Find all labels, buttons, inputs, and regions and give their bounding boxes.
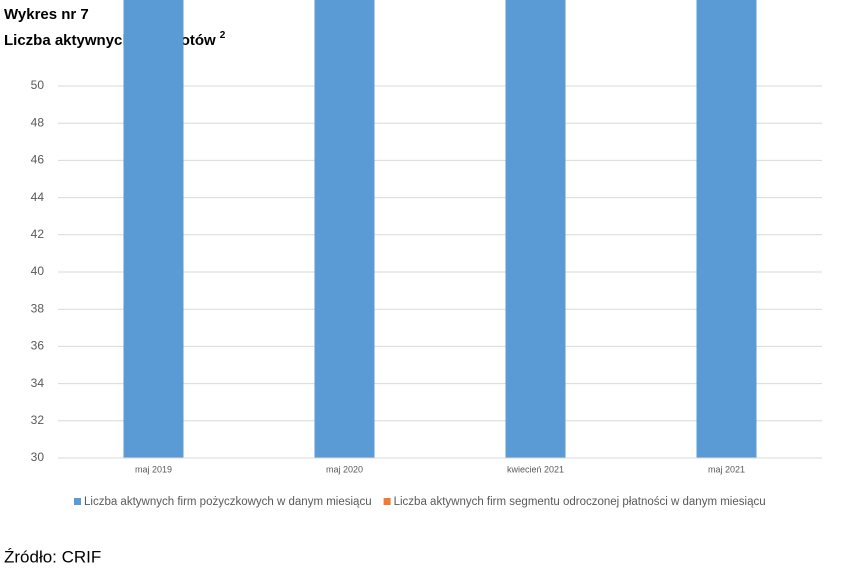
x-tick-label: maj 2021 (708, 464, 745, 474)
subtitle-sup: 2 (220, 30, 226, 41)
y-tick-label: 34 (31, 376, 45, 390)
legend-label: Liczba aktywnych firm pożyczkowych w dan… (84, 496, 372, 508)
y-tick-label: 44 (31, 190, 45, 204)
legend-swatch (383, 498, 391, 505)
chart-title: Wykres nr 7 (4, 6, 89, 23)
bar (505, 0, 566, 458)
y-tick-label: 48 (31, 115, 45, 129)
chart-subtitle: Liczba aktywnych podmiotów 2 (4, 30, 226, 49)
y-tick-label: 46 (31, 153, 45, 167)
x-tick-label: kwiecień 2021 (507, 464, 564, 474)
legend: Liczba aktywnych firm pożyczkowych w dan… (74, 496, 766, 508)
y-tick-label: 32 (31, 413, 45, 427)
y-tick-label: 36 (31, 339, 45, 353)
legend-swatch (74, 498, 81, 505)
x-tick-label: maj 2020 (326, 464, 363, 474)
bar (123, 0, 184, 458)
bar (314, 0, 375, 459)
y-tick-label: 38 (31, 301, 45, 315)
y-tick-label: 40 (31, 264, 45, 278)
x-tick-label: maj 2019 (135, 464, 172, 474)
y-tick-label: 50 (31, 78, 45, 92)
subtitle-text: Liczba aktywnych podmiotów (4, 32, 216, 49)
y-tick-label: 42 (31, 227, 45, 241)
legend-label: Liczba aktywnych firm segmentu odroczone… (394, 496, 766, 508)
bar (696, 0, 757, 458)
y-tick-label: 30 (31, 450, 45, 464)
source: Źródło: CRIF (4, 547, 101, 566)
